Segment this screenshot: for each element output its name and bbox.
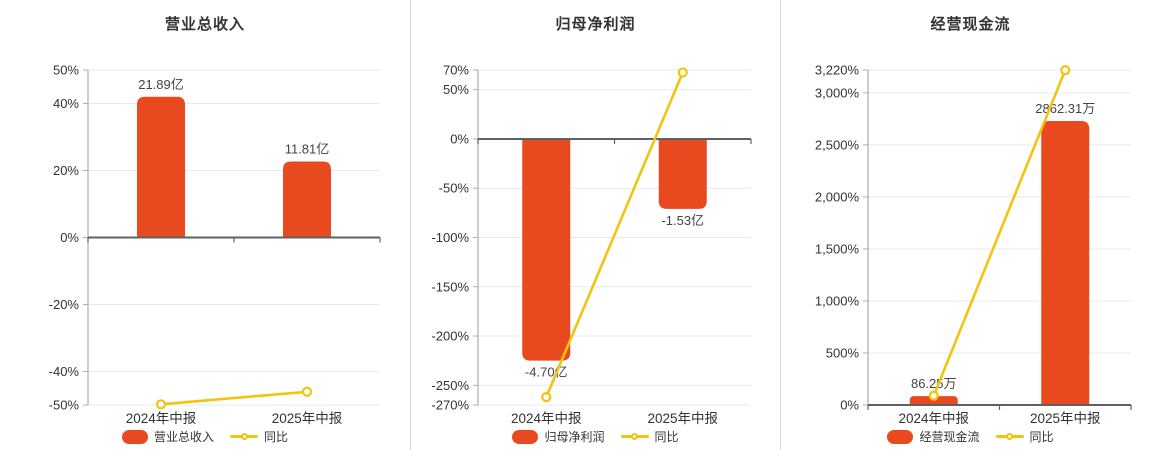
y-axis-tick-label: -200% — [431, 329, 469, 344]
bar-series-swatch-icon — [121, 429, 148, 444]
y-axis-tick-label: 40% — [53, 96, 79, 111]
chart-panel-revenue: 营业总收入 50% 40% 20% 0% -20% -40% -50% 21.89亿 11.81… — [0, 0, 410, 450]
y-axis-tick-label: 50% — [443, 82, 469, 97]
yoy-line — [159, 390, 309, 406]
x-axis-line — [477, 137, 752, 144]
revenue-chart-canvas: 50% 40% 20% 0% -20% -40% -50% 21.89亿 11.81亿 2024年… — [49, 63, 381, 426]
bar-2024年中报[interactable] — [137, 96, 185, 238]
line-series-marker-icon — [230, 430, 258, 444]
bar-value-labels: 21.89亿 11.81亿 — [138, 77, 329, 157]
y-axis-tick-labels: 3,220% 3,000% 2,500% 2,000% 1,500% 1,000% 500%… — [815, 63, 860, 413]
x-axis-label: 2025年中报 — [272, 411, 343, 426]
yoy-point-2024年中报[interactable] — [928, 390, 939, 401]
x-axis-labels: 2024年中报 2025年中报 — [898, 411, 1100, 426]
x-axis-label: 2025年中报 — [1030, 411, 1101, 426]
chart-title-net-profit: 归母净利润 — [555, 16, 636, 33]
net-profit-chart-canvas: 70% 50% 0% -50% -100% -150% -200% -250% -270% -4.… — [431, 63, 752, 426]
x-axis-labels: 2024年中报 2025年中报 — [126, 411, 343, 426]
yoy-point-2025年中报[interactable] — [677, 67, 688, 78]
y-axis-tick-labels: 70% 50% 0% -50% -100% -150% -200% -250% -270% — [431, 63, 469, 413]
legend-item-revenue-bar[interactable]: 营业总收入 — [121, 428, 214, 445]
legend-item-cash-flow-bar[interactable]: 经营现金流 — [887, 428, 980, 445]
x-axis-label: 2024年中报 — [126, 411, 197, 426]
y-axis-tick-label: -40% — [49, 364, 80, 379]
y-axis-tick-label: 20% — [53, 163, 79, 178]
bar-series — [909, 120, 1090, 405]
y-axis-tick-label: 0% — [840, 398, 859, 413]
bar-series-swatch-icon — [512, 429, 539, 444]
legend-net-profit: 归母净利润 同比 — [411, 428, 780, 445]
y-axis-tick-label: 3,220% — [815, 63, 860, 78]
legend-label-net-profit: 归母净利润 — [544, 430, 605, 444]
y-axis-tick-label: -270% — [431, 398, 469, 413]
legend-item-revenue-yoy[interactable]: 同比 — [230, 428, 288, 445]
y-axis-tick-label: 2,000% — [815, 189, 860, 204]
bar-value-label: -4.70亿 — [525, 365, 568, 380]
bar-2025年中报[interactable] — [283, 161, 331, 238]
y-axis-tick-label: 0% — [450, 131, 469, 146]
legend-label-yoy: 同比 — [1029, 430, 1054, 444]
x-axis-label: 2025年中报 — [647, 411, 718, 426]
legend-cash-flow: 经营现金流 同比 — [781, 428, 1160, 445]
chart-panel-cash-flow: 经营现金流 3,220% 3,000% 2,500% 2,000% 1,500% 1,00… — [780, 0, 1160, 450]
chart-title-cash-flow: 经营现金流 — [930, 16, 1011, 33]
x-axis-line — [867, 404, 1132, 410]
bar-2025年中报[interactable] — [658, 138, 707, 209]
bar-series — [522, 138, 707, 361]
chart-title-revenue: 营业总收入 — [164, 16, 245, 33]
legend-item-cash-flow-yoy[interactable]: 同比 — [995, 428, 1054, 445]
bar-value-label: -1.53亿 — [661, 213, 704, 228]
cash-flow-chart-canvas: 3,220% 3,000% 2,500% 2,000% 1,500% 1,000% 500%… — [815, 63, 1132, 426]
legend-label-cash-flow: 经营现金流 — [919, 430, 980, 444]
y-axis-tick-label: 3,000% — [815, 85, 860, 100]
y-axis-tick-labels: 50% 40% 20% 0% -20% -40% -50% — [49, 63, 80, 413]
y-axis-tick-label: -100% — [431, 230, 469, 245]
y-axis-tick-label: -50% — [49, 398, 80, 413]
yoy-point-2025年中报[interactable] — [301, 386, 313, 397]
x-axis-labels: 2024年中报 2025年中报 — [511, 411, 718, 426]
y-axis-tick-label: 2,500% — [815, 137, 860, 152]
line-series-marker-icon — [995, 430, 1024, 444]
bar-value-label: 86.25万 — [911, 376, 957, 391]
x-axis-label: 2024年中报 — [898, 411, 969, 426]
legend-label-yoy: 同比 — [654, 430, 679, 444]
y-axis-tick-label: -250% — [431, 378, 469, 393]
gridlines — [83, 69, 380, 406]
y-axis-tick-label: 500% — [826, 345, 860, 360]
yoy-line — [932, 68, 1067, 397]
bar-2024年中报[interactable] — [522, 138, 571, 361]
bar-series — [137, 96, 331, 238]
legend-revenue: 营业总收入 同比 — [0, 428, 410, 445]
yoy-point-2024年中报[interactable] — [155, 399, 167, 410]
bar-2025年中报[interactable] — [1041, 120, 1090, 405]
y-axis-tick-label: 1,000% — [815, 293, 860, 308]
yoy-line — [544, 71, 685, 399]
yoy-point-2024年中报[interactable] — [541, 392, 552, 403]
legend-item-net-profit-bar[interactable]: 归母净利润 — [512, 428, 605, 445]
y-axis-tick-label: 1,500% — [815, 241, 860, 256]
bar-value-label: 11.81亿 — [285, 141, 330, 156]
y-axis-tick-label: -20% — [49, 297, 80, 312]
y-axis-tick-label: -150% — [431, 279, 469, 294]
yoy-point-2025年中报[interactable] — [1060, 65, 1071, 76]
y-axis-tick-label: 50% — [53, 63, 79, 78]
bar-value-label: 2862.31万 — [1035, 101, 1095, 116]
y-axis-tick-label: 0% — [60, 230, 79, 245]
legend-label-revenue: 营业总收入 — [153, 430, 214, 444]
x-axis-line — [87, 236, 381, 243]
bar-value-label: 21.89亿 — [138, 77, 184, 92]
y-axis-tick-label: -50% — [439, 181, 470, 196]
legend-item-net-profit-yoy[interactable]: 同比 — [620, 428, 679, 445]
y-axis-tick-label: 70% — [443, 63, 469, 78]
bar-value-labels: -4.70亿 -1.53亿 — [525, 213, 704, 380]
legend-label-yoy: 同比 — [264, 430, 289, 444]
chart-panel-net-profit: 归母净利润 70% 50% 0% -50% -100% -150% -200% -250% -2… — [410, 0, 780, 450]
bar-series-swatch-icon — [887, 429, 914, 444]
x-axis-label: 2024年中报 — [511, 411, 582, 426]
line-series-marker-icon — [620, 430, 649, 444]
